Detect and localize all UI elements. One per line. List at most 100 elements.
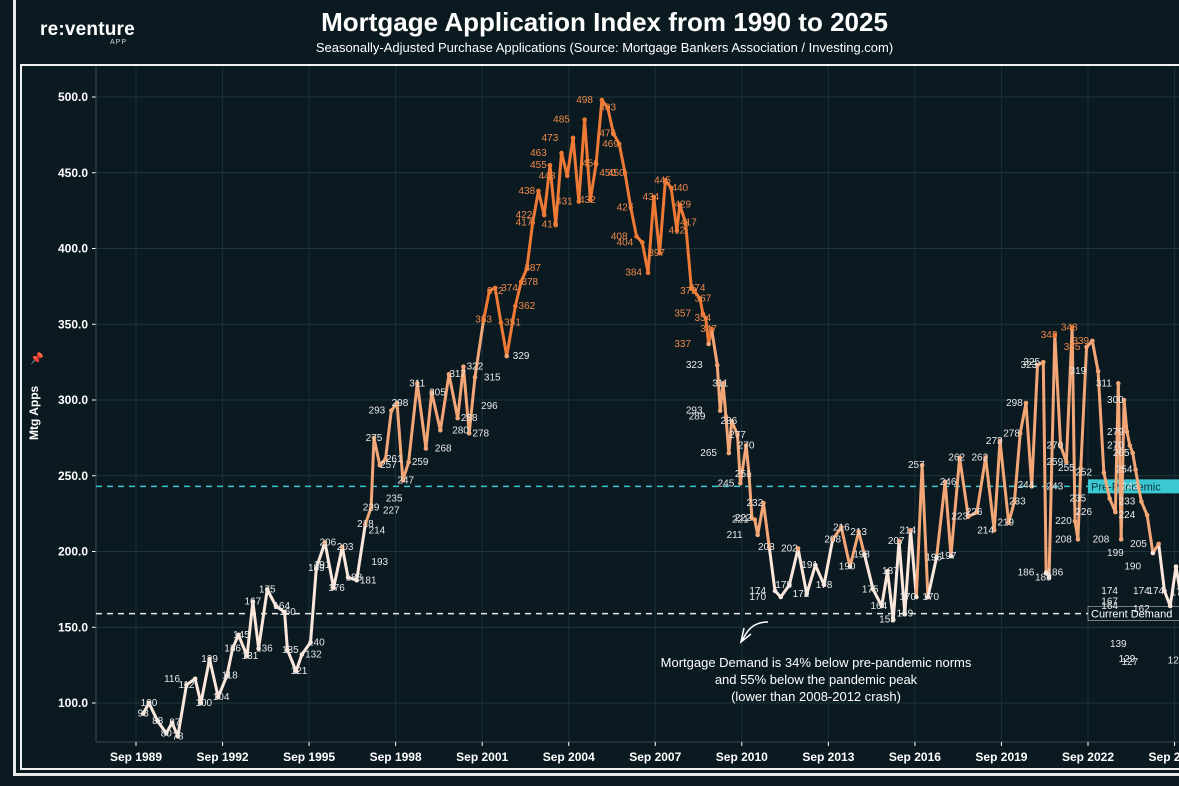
point-label: 129 [201,654,218,665]
series-segment [231,633,240,650]
point-label: 214 [899,525,916,536]
point-label: 438 [519,186,536,197]
data-point [215,694,221,700]
data-point [429,390,434,395]
point-label: 78 [172,731,184,742]
data-point [983,455,988,460]
point-label: 190 [1124,562,1141,573]
series-segment [1136,484,1143,504]
point-label: 190 [839,562,856,573]
x-tick-label: Sep 1992 [197,750,249,764]
point-label: 434 [643,192,660,203]
series-segment [571,136,581,204]
data-point [273,603,279,609]
data-point [674,228,680,233]
series-segment [467,375,477,435]
series-segment [796,546,809,596]
point-label: 207 [888,536,905,547]
series-segment [730,419,739,437]
data-point [761,500,766,506]
point-label: 189 [308,563,325,574]
point-label: 145 [233,630,250,641]
point-label: 191 [801,560,818,571]
series-segment [548,163,558,226]
data-point [146,700,152,706]
data-point [564,173,570,179]
ref-label-current-demand: Current Demand [1091,609,1172,621]
x-tick-label: Sep 2004 [543,750,595,764]
data-point [331,585,336,591]
point-label: 322 [467,362,484,373]
x-tick-label: Sep 1989 [110,750,162,764]
point-label: 187 [882,566,899,577]
point-label: 198 [853,550,870,561]
point-label: 493 [599,103,616,114]
series-segment [897,539,907,616]
series-segment [756,501,765,537]
point-label: 222 [735,513,752,524]
series-segment [1119,398,1126,541]
point-label: 159 [896,609,913,620]
data-point [599,97,605,103]
data-point [974,509,980,515]
series-segment [920,463,930,599]
data-point [1113,509,1118,515]
data-point [879,603,885,609]
revv-logo: re:venture [40,19,135,40]
data-point [1058,443,1063,448]
x-tick-label: Sep 1998 [370,750,422,764]
data-point [778,594,784,600]
series-segment [372,436,382,467]
series-segment [505,304,517,358]
series-segment [355,522,367,582]
series-segment [903,528,913,616]
data-point [1084,344,1089,350]
data-point [634,234,639,239]
data-point [813,562,818,568]
data-point [1095,368,1101,374]
data-point [914,594,919,600]
series-segment [839,525,852,569]
point-label: 262 [948,453,965,464]
data-point [1139,499,1144,504]
point-label: 325 [1023,357,1040,368]
series-segment [560,151,569,178]
series-segment [251,599,261,650]
x-tick-label: Sep 2016 [889,750,941,764]
point-label: 88 [152,716,164,727]
x-tick-label: Sep 2022 [1062,750,1114,764]
series-segment [848,530,861,569]
data-point [1101,470,1107,476]
data-point [1124,429,1130,435]
x-tick-label: Sep 2025 [1149,750,1179,764]
point-label: 136 [224,643,241,654]
point-label: 270 [1046,440,1063,451]
point-label: 335 [1064,342,1081,353]
data-point [256,646,261,651]
point-label: 208 [1055,534,1072,545]
series-segment [1131,451,1138,472]
y-tick-label: 150.0 [58,620,88,634]
pin-icon[interactable]: 📌 [30,353,44,365]
data-point [498,320,504,326]
point-label: 218 [357,519,374,530]
annotation-arrow [741,621,769,642]
series-segment [984,456,996,532]
y-tick-label: 400.0 [58,242,88,256]
data-point [743,443,749,448]
point-label: 199 [1107,548,1124,559]
y-tick-label: 250.0 [58,469,88,483]
data-point [934,555,939,560]
data-point [997,438,1003,444]
data-point [896,538,902,544]
series-segment [482,289,491,322]
data-point [1075,537,1081,542]
series-segment [1102,471,1112,500]
series-segment [747,472,754,520]
series-segment [156,719,168,735]
point-label: 448 [539,171,556,182]
data-point [308,640,313,645]
data-point [155,718,160,724]
data-point [588,197,593,203]
